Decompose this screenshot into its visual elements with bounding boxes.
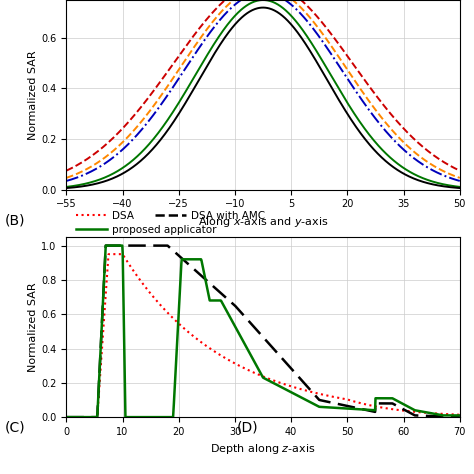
Text: (D): (D): [237, 420, 259, 434]
Legend: proposed applicator: proposed applicator: [72, 221, 221, 239]
X-axis label: Along $x$-axis and $y$-axis: Along $x$-axis and $y$-axis: [198, 215, 328, 229]
X-axis label: Depth along $z$-axis: Depth along $z$-axis: [210, 442, 316, 456]
Legend: DSA, DSA with AMC: DSA, DSA with AMC: [72, 207, 270, 225]
Y-axis label: Normalized SAR: Normalized SAR: [28, 50, 38, 140]
Text: (C): (C): [5, 420, 26, 434]
Y-axis label: Normalized SAR: Normalized SAR: [28, 282, 38, 372]
Text: (B): (B): [5, 213, 25, 228]
